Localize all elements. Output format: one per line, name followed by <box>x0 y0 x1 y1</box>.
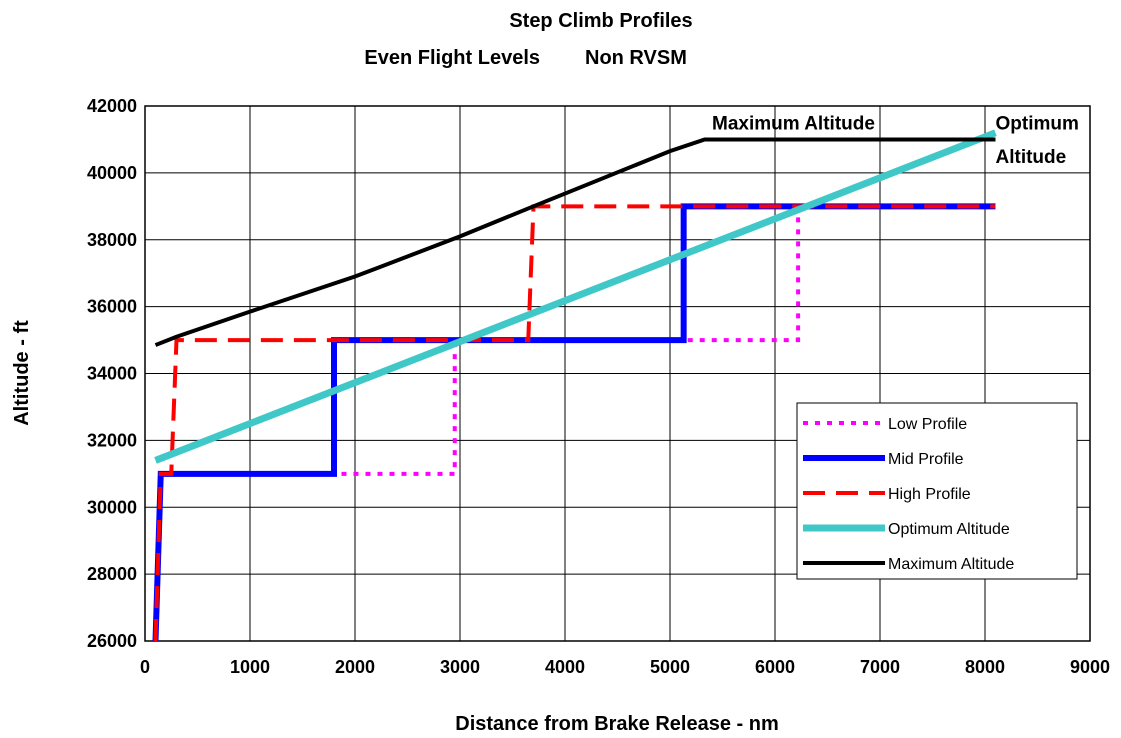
x-tick-label: 0 <box>140 657 150 677</box>
x-tick-label: 5000 <box>650 657 690 677</box>
annotations: Maximum Altitude Optimum Altitude <box>712 114 1079 168</box>
legend-label: Maximum Altitude <box>888 556 1014 573</box>
y-tick-label: 26000 <box>87 631 137 651</box>
y-tick-label: 34000 <box>87 364 137 384</box>
chart-title: Step Climb Profiles <box>509 10 692 32</box>
y-tick-label: 28000 <box>87 564 137 584</box>
x-tick-label: 7000 <box>860 657 900 677</box>
y-tick-label: 40000 <box>87 163 137 183</box>
y-tick-label: 38000 <box>87 230 137 250</box>
x-tick-label: 9000 <box>1070 657 1110 677</box>
legend: Low Profile Mid Profile High Profile Optimu… <box>796 402 1078 580</box>
x-tick-label: 2000 <box>335 657 375 677</box>
y-tick-label: 36000 <box>87 297 137 317</box>
y-tick-label: 30000 <box>87 497 137 517</box>
chart-subtitle-left: Even Flight Levels <box>364 47 540 69</box>
annotation-label: Maximum Altitude <box>712 114 875 135</box>
x-tick-label: 6000 <box>755 657 795 677</box>
series-line-maximum-altitude <box>154 137 996 347</box>
tick-labels: 0 1000 2000 3000 4000 5000 6000 7000 8000 9000 260… <box>87 96 1110 677</box>
y-tick-label: 32000 <box>87 430 137 450</box>
legend-label: Mid Profile <box>888 451 964 468</box>
series-line-optimum-altitude <box>154 129 997 464</box>
x-tick-label: 3000 <box>440 657 480 677</box>
x-tick-label: 1000 <box>230 657 270 677</box>
chart-subtitle-right: Non RVSM <box>585 47 687 69</box>
annotation-label: Altitude <box>996 147 1067 168</box>
annotation-label: Optimum <box>996 114 1079 135</box>
legend-label: Low Profile <box>888 416 967 433</box>
legend-label: Optimum Altitude <box>888 521 1010 538</box>
series-lines <box>152 129 997 642</box>
y-axis-title: Altitude - ft <box>11 320 33 426</box>
x-axis-title: Distance from Brake Release - nm <box>455 713 778 735</box>
y-tick-label: 42000 <box>87 96 137 116</box>
legend-label: High Profile <box>888 486 971 503</box>
x-tick-label: 4000 <box>545 657 585 677</box>
x-tick-label: 8000 <box>965 657 1005 677</box>
plot-area-border <box>144 105 1091 642</box>
